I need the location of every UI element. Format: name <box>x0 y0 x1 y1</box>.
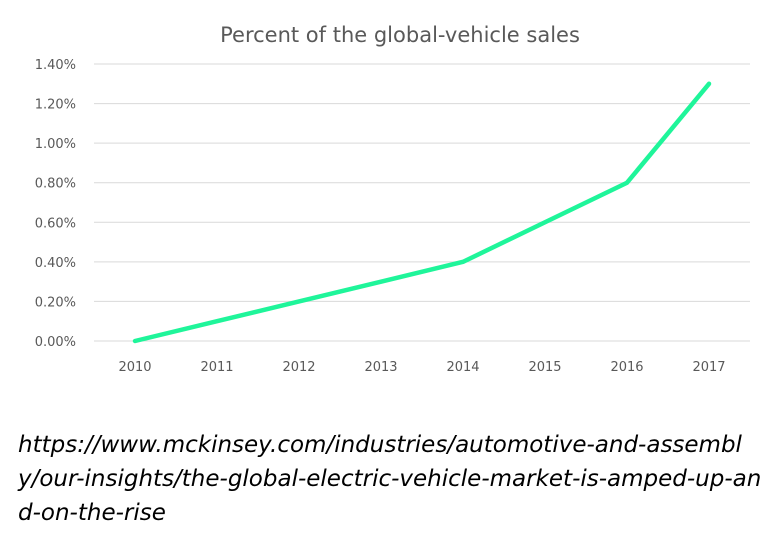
x-tick-label: 2016 <box>610 360 643 375</box>
x-tick-label: 2012 <box>282 360 315 375</box>
x-tick-label: 2017 <box>692 360 725 375</box>
x-tick-label: 2010 <box>118 360 151 375</box>
chart-title: Percent of the global-vehicle sales <box>220 23 580 47</box>
series-layer <box>132 81 712 344</box>
y-tick-label: 0.80% <box>35 177 76 192</box>
y-tick-label: 0.40% <box>35 256 76 271</box>
x-tick-label: 2014 <box>446 360 479 375</box>
y-tick-label: 0.00% <box>35 335 76 350</box>
y-tick-label: 0.60% <box>35 216 76 231</box>
x-tick-label: 2011 <box>200 360 233 375</box>
x-axis-tick-labels: 2010 2011 2012 2013 2014 2015 2016 2017 <box>118 360 725 375</box>
x-tick-label: 2013 <box>364 360 397 375</box>
y-tick-label: 0.20% <box>35 295 76 310</box>
series-line <box>132 81 712 344</box>
y-tick-label: 1.00% <box>35 137 76 152</box>
y-axis-tick-labels: 0.00% 0.20% 0.40% 0.60% 0.80% 1.00% 1.20% 1.40% <box>35 58 76 350</box>
gridlines <box>94 63 750 342</box>
source-url: https://www.mckinsey.com/industries/auto… <box>18 432 762 526</box>
x-tick-label: 2015 <box>528 360 561 375</box>
y-tick-label: 1.40% <box>35 58 76 73</box>
line-chart: Percent of the global-vehicle sales 0.00… <box>35 23 750 375</box>
y-tick-label: 1.20% <box>35 98 76 113</box>
